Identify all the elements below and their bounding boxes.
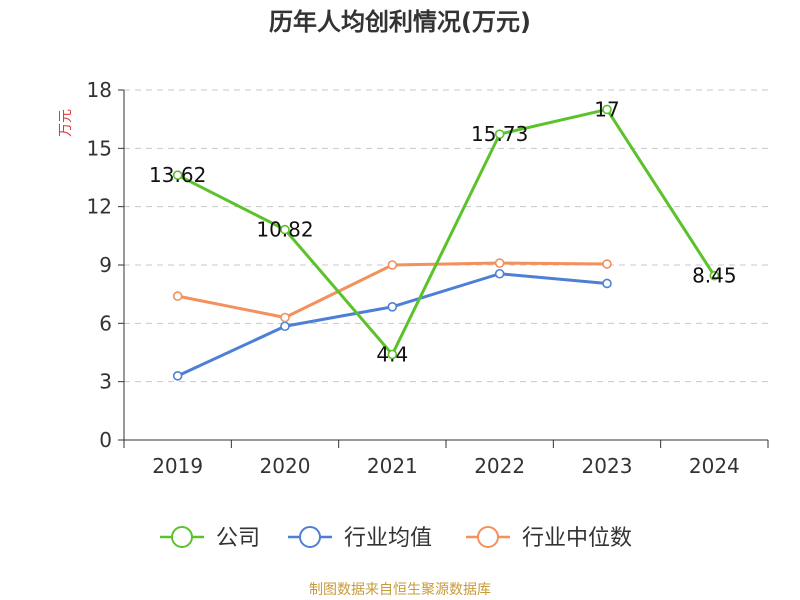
data-point <box>172 371 183 381</box>
x-tick-label: 2021 <box>367 454 418 478</box>
y-tick-label: 6 <box>99 311 112 335</box>
data-point <box>172 291 183 301</box>
legend-label: 公司 <box>216 526 260 551</box>
data-label: 15.73 <box>471 122 528 146</box>
data-point <box>494 129 505 139</box>
data-label: 8.45 <box>692 264 737 288</box>
legend-swatch-marker <box>171 526 193 548</box>
y-tick-label: 9 <box>99 253 112 277</box>
y-tick-label: 0 <box>99 428 112 452</box>
data-point <box>494 258 505 268</box>
data-point <box>494 268 505 279</box>
data-point <box>280 321 290 332</box>
data-point <box>709 270 720 281</box>
data-label: 10.82 <box>256 218 313 242</box>
source-note: 制图数据来自恒生聚源数据库 <box>309 582 491 598</box>
y-tick-label: 12 <box>87 195 112 219</box>
x-tick-label: 2020 <box>260 454 311 478</box>
x-tick-label: 2024 <box>689 454 740 478</box>
data-label: 4.4 <box>376 342 408 366</box>
x-tick-label: 2019 <box>152 454 203 478</box>
y-tick-label: 3 <box>99 370 112 394</box>
axes: 0 3 6 9 12 15 18 2019 2020 2021 2022 2023 2024 <box>87 78 769 478</box>
data-point <box>172 170 183 180</box>
x-tick-label: 2023 <box>582 454 633 478</box>
data-point <box>602 278 612 289</box>
data-label: 17 <box>594 97 619 121</box>
series-lines <box>172 104 720 381</box>
y-tick-label: 18 <box>87 78 112 102</box>
data-labels: 13.62 10.82 4.4 15.73 17 8.45 <box>149 97 737 366</box>
data-point <box>602 259 612 269</box>
legend-swatch-marker <box>299 526 321 548</box>
data-point <box>280 224 290 235</box>
grid-lines <box>124 89 768 383</box>
data-point <box>387 302 398 312</box>
x-tick-label: 2022 <box>474 454 525 478</box>
legend-label: 行业均值 <box>344 526 432 551</box>
data-point <box>280 312 290 323</box>
data-point <box>602 104 612 115</box>
legend-label: 行业中位数 <box>522 526 632 551</box>
legend-swatch-marker <box>477 526 499 548</box>
data-point <box>387 260 398 270</box>
chart-title: 历年人均创利情况(万元) <box>269 8 531 36</box>
legend: 公司 行业均值 行业中位数 <box>160 526 632 551</box>
y-axis-label: 万元 <box>58 109 74 137</box>
y-tick-label: 15 <box>87 136 112 160</box>
data-label: 13.62 <box>149 163 206 187</box>
data-point <box>387 349 398 360</box>
series-line-0 <box>176 107 716 356</box>
